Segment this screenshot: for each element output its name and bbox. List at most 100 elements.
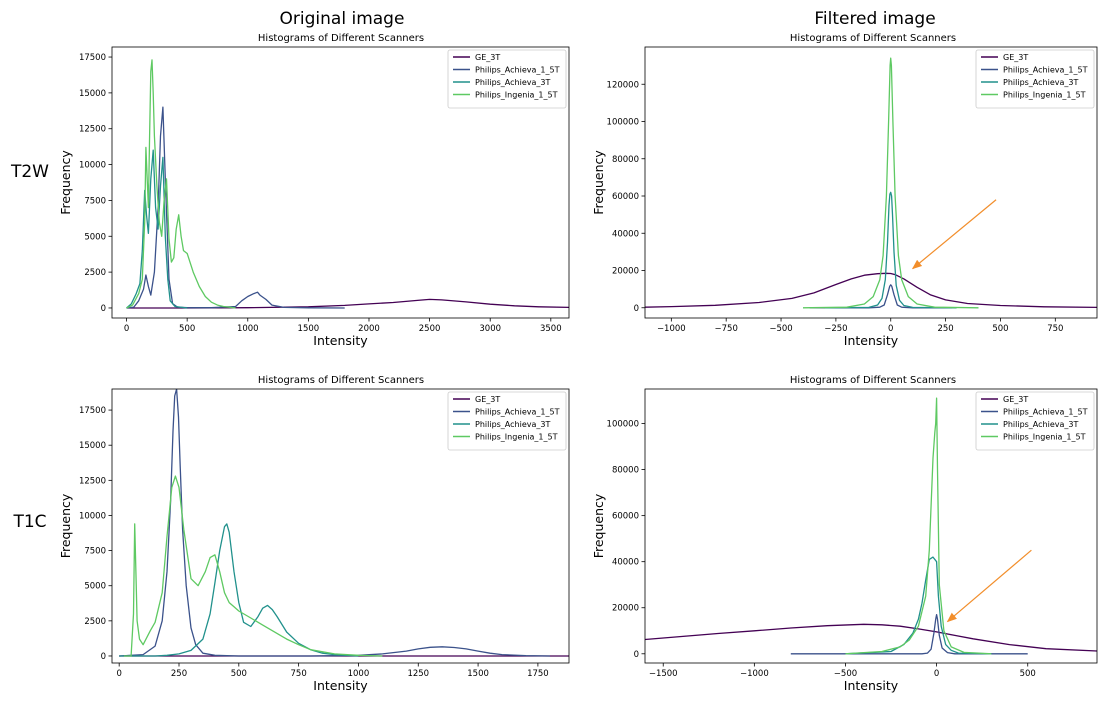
x-axis-label: Intensity (313, 678, 368, 693)
y-tick-label: 12500 (79, 125, 106, 135)
x-tick-label: 0 (934, 669, 939, 679)
chart-title: Histograms of Different Scanners (258, 33, 424, 44)
series-line-Philips_Achieva_3T (824, 191, 957, 309)
x-tick-label: 3000 (479, 324, 501, 334)
series-line-Philips_Achieva_3T (119, 523, 359, 657)
legend-entry: Philips_Achieva_3T (475, 420, 550, 429)
y-tick-label: 20000 (612, 267, 639, 277)
y-tick-label: 12500 (79, 476, 106, 486)
series-line-Philips_Achieva_1_5T (126, 106, 345, 309)
legend-entry: Philips_Achieva_1_5T (1003, 66, 1088, 75)
legend-entry: Philips_Ingenia_1_5T (1003, 433, 1086, 442)
legend-box (975, 391, 1095, 451)
x-axis-label: Intensity (844, 333, 899, 348)
column-title-original: Original image (280, 9, 405, 29)
y-tick-label: 100000 (607, 420, 639, 430)
plot-frame (111, 388, 570, 664)
x-tick-label: −750 (715, 324, 738, 334)
y-axis-label: Frequency (58, 493, 73, 558)
series-line-Philips_Achieva_1_5T (809, 284, 953, 309)
legend-entry: Philips_Achieva_1_5T (1003, 408, 1088, 417)
y-axis-label: Frequency (591, 493, 606, 558)
y-tick-label: 2500 (84, 617, 106, 627)
legend-entry: Philips_Ingenia_1_5T (475, 91, 558, 100)
x-tick-label: −1000 (657, 324, 686, 334)
y-tick-label: 80000 (612, 155, 639, 165)
legend: GE_3T Philips_Achieva_1_5T Philips_Achieva… (447, 391, 567, 451)
legend-entry: Philips_Achieva_3T (1003, 78, 1078, 87)
legend-entry: GE_3T (475, 395, 500, 404)
legend-box (975, 49, 1095, 109)
x-axis-label: Intensity (844, 678, 899, 693)
x-tick-label: 3500 (540, 324, 562, 334)
y-tick-label: 60000 (612, 192, 639, 202)
y-tick-label: 5000 (84, 582, 106, 592)
legend: GE_3T Philips_Achieva_1_5T Philips_Achieva… (447, 49, 567, 109)
x-tick-label: 500 (179, 324, 195, 334)
chart-panel-2: Histograms of Different Scanners 0 250 500 7… (58, 375, 570, 693)
series-lines (119, 389, 569, 657)
chart-panel-0: Histograms of Different Scanners 0 500 1000… (58, 33, 570, 348)
x-tick-label: 0 (124, 324, 129, 334)
x-tick-label: 750 (1047, 324, 1063, 334)
chart-title: Histograms of Different Scanners (790, 375, 956, 386)
x-axis-label: Intensity (313, 333, 368, 348)
x-tick-label: 1000 (348, 669, 370, 679)
legend-entry: Philips_Achieva_1_5T (475, 66, 560, 75)
x-tick-label: −250 (824, 324, 847, 334)
legend-entry: Philips_Achieva_3T (475, 78, 550, 87)
series-line-Philips_Achieva_1_5T (790, 613, 1028, 655)
legend-box (447, 49, 567, 109)
legend-entry: GE_3T (1003, 395, 1028, 404)
annotation-arrow (946, 549, 1032, 623)
series-lines (645, 57, 1097, 309)
x-tick-label: 1500 (298, 324, 320, 334)
legend-entry: Philips_Ingenia_1_5T (475, 433, 558, 442)
y-tick-label: 40000 (612, 558, 639, 568)
series-line-GE_3T (126, 298, 569, 309)
plot-frame (644, 46, 1098, 319)
x-tick-label: 1000 (237, 324, 259, 334)
x-tick-label: 500 (231, 669, 247, 679)
legend: GE_3T Philips_Achieva_1_5T Philips_Achieva… (975, 391, 1095, 451)
series-line-GE_3T (645, 272, 1097, 309)
y-tick-label: 17500 (79, 406, 106, 416)
y-tick-label: 0 (634, 650, 639, 660)
x-tick-label: −500 (769, 324, 792, 334)
y-tick-label: 15000 (79, 441, 106, 451)
legend-box (447, 391, 567, 451)
x-tick-label: 1250 (407, 669, 429, 679)
chart-title: Histograms of Different Scanners (258, 375, 424, 386)
row-label-t2w: T2W (10, 162, 49, 182)
series-lines (126, 59, 569, 309)
x-tick-label: 250 (171, 669, 187, 679)
y-tick-label: 100000 (607, 118, 639, 128)
series-lines (645, 397, 1097, 655)
x-tick-label: 1500 (467, 669, 489, 679)
y-tick-label: 120000 (607, 80, 639, 90)
series-line-Philips_Achieva_3T (845, 556, 992, 655)
x-tick-label: 750 (291, 669, 307, 679)
y-tick-label: 0 (101, 304, 106, 314)
y-tick-label: 0 (101, 652, 106, 662)
y-tick-label: 5000 (84, 232, 106, 242)
y-tick-label: 10000 (79, 511, 106, 521)
y-tick-label: 10000 (79, 161, 106, 171)
y-tick-label: 80000 (612, 466, 639, 476)
y-axis-label: Frequency (591, 150, 606, 215)
legend-entry: Philips_Achieva_3T (1003, 420, 1078, 429)
x-tick-label: 250 (937, 324, 953, 334)
y-tick-label: 15000 (79, 89, 106, 99)
x-tick-label: 2000 (358, 324, 380, 334)
x-tick-label: 0 (116, 669, 121, 679)
y-tick-label: 40000 (612, 229, 639, 239)
legend: GE_3T Philips_Achieva_1_5T Philips_Achieva… (975, 49, 1095, 109)
x-tick-label: 500 (992, 324, 1008, 334)
series-line-Philips_Ingenia_1_5T (124, 475, 383, 657)
plot-frame (644, 388, 1098, 664)
series-line-Philips_Ingenia_1_5T (845, 397, 992, 655)
y-tick-label: 7500 (84, 547, 106, 557)
chart-panel-3: Histograms of Different Scanners −1500 −10… (591, 375, 1098, 693)
row-label-t1c: T1C (12, 512, 46, 532)
